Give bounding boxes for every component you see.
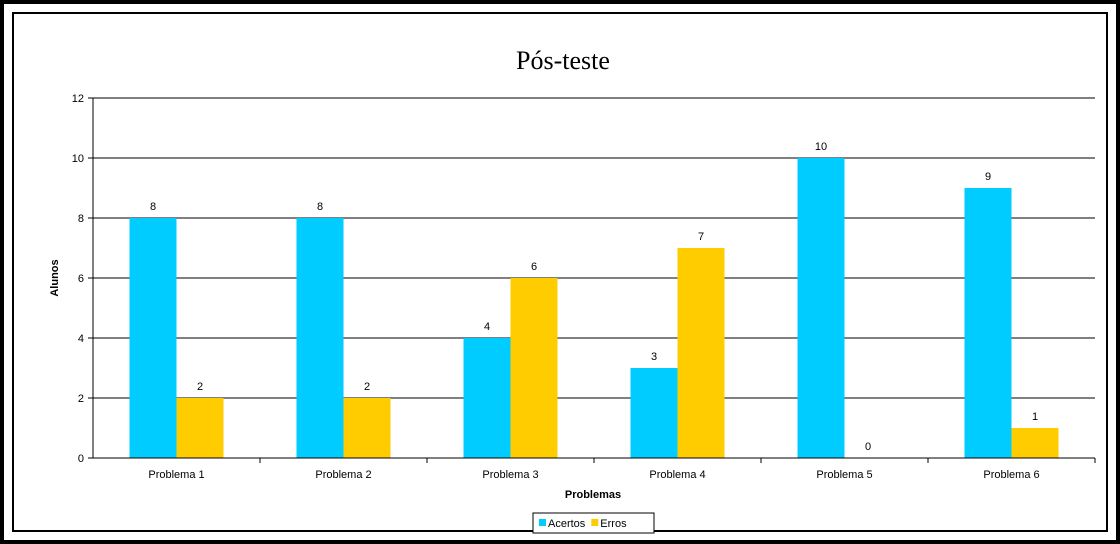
bar-erros-2 xyxy=(343,398,391,458)
data-label-erros-2: 2 xyxy=(364,381,370,393)
y-tick-label-6: 6 xyxy=(78,273,84,285)
bar-erros-1 xyxy=(176,398,224,458)
bars xyxy=(129,158,1059,458)
data-label-acertos-5: 10 xyxy=(815,141,827,153)
x-tick-label-5: Problema 5 xyxy=(816,469,872,481)
data-label-acertos-3: 4 xyxy=(484,321,490,333)
axes xyxy=(88,97,1096,463)
bar-acertos-6 xyxy=(964,188,1012,458)
x-tick-label-4: Problema 4 xyxy=(649,469,705,481)
bar-acertos-5 xyxy=(797,158,845,458)
legend: Acertos Erros xyxy=(532,512,655,534)
y-tick-label-2: 2 xyxy=(78,393,84,405)
y-tick-label-8: 8 xyxy=(78,213,84,225)
data-label-erros-3: 6 xyxy=(531,261,537,273)
bar-erros-4 xyxy=(677,248,725,458)
x-tick-labels: Problema 1 Problema 2 Problema 3 Problema 4… xyxy=(148,469,1039,481)
y-tick-label-0: 0 xyxy=(78,453,84,465)
data-label-acertos-1: 8 xyxy=(150,201,156,213)
x-tick-label-3: Problema 3 xyxy=(482,469,538,481)
x-tick-label-6: Problema 6 xyxy=(983,469,1039,481)
data-label-acertos-6: 9 xyxy=(985,171,991,183)
bar-erros-3 xyxy=(510,278,558,458)
gridlines xyxy=(93,97,1095,399)
bar-acertos-2 xyxy=(296,218,344,458)
data-labels: 8 2 8 2 4 6 3 7 10 0 9 1 xyxy=(150,141,1038,453)
data-label-acertos-2: 8 xyxy=(317,201,323,213)
x-tick-label-2: Problema 2 xyxy=(315,469,371,481)
bar-erros-6 xyxy=(1011,428,1059,458)
bar-acertos-1 xyxy=(129,218,177,458)
y-tick-label-10: 10 xyxy=(72,153,84,165)
y-axis-label: Alunos xyxy=(49,259,61,296)
legend-swatch-erros xyxy=(591,519,599,526)
legend-label-acertos: Acertos xyxy=(548,518,586,530)
bar-acertos-3 xyxy=(463,338,511,458)
y-tick-label-4: 4 xyxy=(78,333,84,345)
y-tick-labels: 0 2 4 6 8 10 12 xyxy=(72,93,84,465)
data-label-acertos-4: 3 xyxy=(651,351,657,363)
chart-title: Pós-teste xyxy=(516,46,610,75)
data-label-erros-5: 0 xyxy=(865,441,871,453)
y-tick-label-12: 12 xyxy=(72,93,84,105)
data-label-erros-4: 7 xyxy=(698,231,704,243)
data-label-erros-6: 1 xyxy=(1032,411,1038,423)
x-axis-label: Problemas xyxy=(565,489,621,501)
data-label-erros-1: 2 xyxy=(197,381,203,393)
bar-acertos-4 xyxy=(630,368,678,458)
legend-swatch-acertos xyxy=(539,519,546,526)
x-tick-label-1: Problema 1 xyxy=(148,469,204,481)
legend-label-erros: Erros xyxy=(600,518,627,530)
